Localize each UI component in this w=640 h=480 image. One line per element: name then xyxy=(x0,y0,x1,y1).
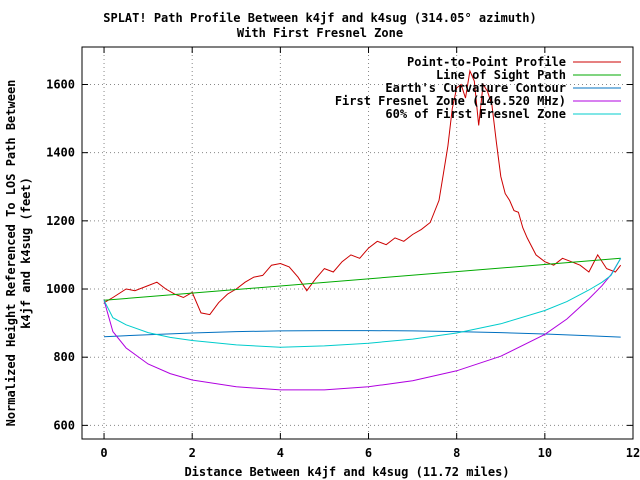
x-tick-label: 8 xyxy=(453,446,460,460)
x-tick-label: 10 xyxy=(538,446,552,460)
series-layer xyxy=(103,69,622,391)
x-tick-label: 4 xyxy=(277,446,284,460)
chart-title-line-2: With First Fresnel Zone xyxy=(237,26,403,40)
y-tick-label: 800 xyxy=(53,350,75,364)
y-tick-label: 1600 xyxy=(46,77,75,91)
series-line-0 xyxy=(103,69,622,316)
legend-label-3: First Fresnel Zone (146.520 MHz) xyxy=(335,94,566,108)
legend-label-4: 60% of First Fresnel Zone xyxy=(385,107,566,121)
y-tick-label: 1400 xyxy=(46,146,75,160)
y-tick-label: 1000 xyxy=(46,282,75,296)
series-line-4 xyxy=(103,258,622,348)
y-axis-label-line-2: k4jf and k4sug (feet) xyxy=(19,177,33,329)
plot-frame xyxy=(81,46,634,440)
legend-label-1: Line of Sight Path xyxy=(436,68,566,82)
legend-label-2: Earth's Curvature Contour xyxy=(385,81,566,95)
series-line-3 xyxy=(103,258,622,391)
ticks-layer: 0 2 4 6 8 10 12 600 800 1000 1200 1400 1600 xyxy=(46,47,640,460)
series-line-2 xyxy=(103,330,621,338)
plot-border xyxy=(81,46,634,440)
x-tick-label: 12 xyxy=(626,446,640,460)
y-axis-label-line-1: Normalized Height Referenced To LOS Path… xyxy=(4,80,18,427)
x-axis-label: Distance Between k4jf and k4sug (11.72 m… xyxy=(184,465,509,479)
x-tick-label: 0 xyxy=(100,446,107,460)
chart-title-line-1: SPLAT! Path Profile Between k4jf and k4s… xyxy=(103,11,536,25)
y-tick-label: 1200 xyxy=(46,214,75,228)
y-tick-label: 600 xyxy=(53,418,75,432)
legend-label-0: Point-to-Point Profile xyxy=(407,55,566,69)
x-tick-label: 6 xyxy=(365,446,372,460)
x-tick-label: 2 xyxy=(189,446,196,460)
series-line-1 xyxy=(103,257,621,301)
